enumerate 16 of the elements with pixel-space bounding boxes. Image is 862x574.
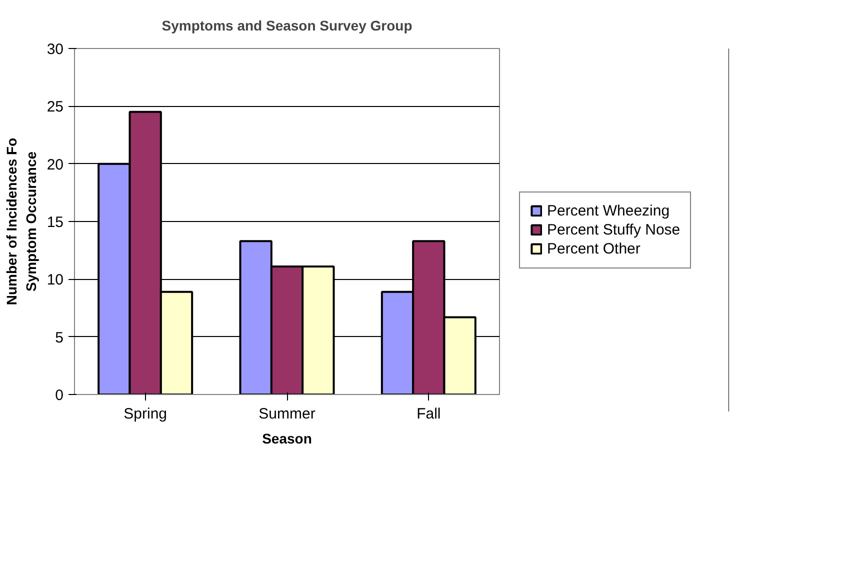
y-tick-label: 25 [46,98,64,116]
y-tick-label: 5 [55,329,64,346]
y-tick-label: 20 [46,156,64,174]
legend-label: Percent Stuffy Nose [547,221,680,238]
y-tick-label: 15 [46,214,64,231]
x-tick-label: Fall [416,406,441,422]
legend-label: Percent Other [547,240,640,257]
y-tick-label: 0 [55,387,64,404]
x-axis-title: Season [262,430,312,446]
x-tick-label: Spring [124,406,168,422]
x-tick-label: Summer [258,406,316,422]
y-tick-label: 10 [46,272,64,289]
y-tick-label: 30 [46,41,64,58]
chart-title: Symptoms and Season Survey Group [162,18,412,34]
legend-label: Percent Wheezing [547,202,670,219]
y-axis-title: Number of Incidences Fo Symptom Occurance [4,138,39,306]
